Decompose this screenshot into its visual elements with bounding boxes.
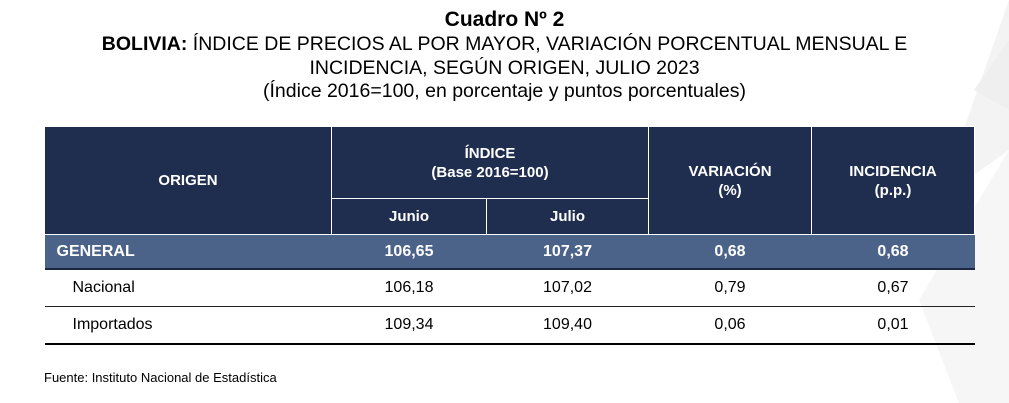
title-block: Cuadro Nº 2 BOLIVIA: ÍNDICE DE PRECIOS A…	[0, 8, 1009, 103]
main-title: BOLIVIA: ÍNDICE DE PRECIOS AL POR MAYOR,…	[0, 33, 1009, 56]
cell-julio: 107,02	[486, 269, 649, 307]
header-indice: ÍNDICE (Base 2016=100)	[331, 126, 649, 199]
title-line-2: INCIDENCIA, SEGÚN ORIGEN, JULIO 2023	[309, 57, 700, 79]
header-origen: ORIGEN	[44, 126, 332, 235]
header-indice-base: (Base 2016=100)	[431, 163, 549, 181]
cell-variacion: 0,79	[648, 269, 812, 307]
table-row-general: GENERAL 106,65 107,37 0,68 0,68	[44, 234, 975, 270]
cell-junio: 106,65	[331, 234, 487, 270]
header-incidencia-label: INCIDENCIA	[849, 162, 937, 180]
header-incidencia-unit: (p.p.)	[874, 181, 912, 199]
header-junio: Junio	[331, 198, 487, 235]
cell-variacion: 0,06	[648, 306, 812, 345]
title-text: ÍNDICE DE PRECIOS AL POR MAYOR, VARIACIÓ…	[187, 33, 908, 55]
source-note: Fuente: Instituto Nacional de Estadístic…	[44, 370, 277, 385]
table-row-importados: Importados 109,34 109,40 0,06 0,01	[44, 306, 975, 345]
header-indice-label: ÍNDICE	[464, 144, 516, 162]
header-variacion: VARIACIÓN (%)	[648, 126, 812, 235]
cell-junio: 106,18	[331, 269, 487, 307]
cell-origen: Importados	[44, 306, 332, 345]
cell-origen: GENERAL	[44, 234, 332, 270]
header-incidencia: INCIDENCIA (p.p.)	[811, 126, 975, 235]
cell-incidencia: 0,01	[811, 306, 975, 345]
header-julio: Julio	[486, 198, 649, 235]
title-country: BOLIVIA:	[101, 33, 188, 55]
cell-junio: 109,34	[331, 306, 487, 345]
subtitle: (Índice 2016=100, en porcentaje y puntos…	[263, 80, 746, 102]
table-number: Cuadro Nº 2	[444, 8, 565, 31]
cell-origen: Nacional	[44, 269, 332, 307]
table-row-nacional: Nacional 106,18 107,02 0,79 0,67	[44, 269, 975, 307]
cell-julio: 109,40	[486, 306, 649, 345]
cell-incidencia: 0,67	[811, 269, 975, 307]
header-variacion-label: VARIACIÓN	[688, 162, 772, 180]
header-variacion-unit: (%)	[718, 181, 742, 199]
price-index-table: ORIGEN ÍNDICE (Base 2016=100) VARIACIÓN …	[44, 126, 975, 345]
cell-incidencia: 0,68	[811, 234, 975, 270]
cell-julio: 107,37	[486, 234, 649, 270]
cell-variacion: 0,68	[648, 234, 812, 270]
